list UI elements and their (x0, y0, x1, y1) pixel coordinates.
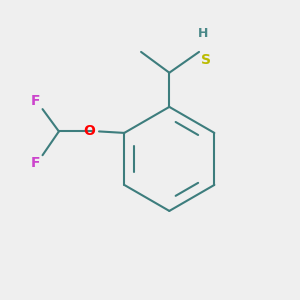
Text: F: F (31, 156, 40, 170)
Text: H: H (198, 27, 208, 40)
Text: S: S (201, 53, 212, 67)
Text: O: O (84, 124, 95, 138)
Text: F: F (31, 94, 40, 108)
